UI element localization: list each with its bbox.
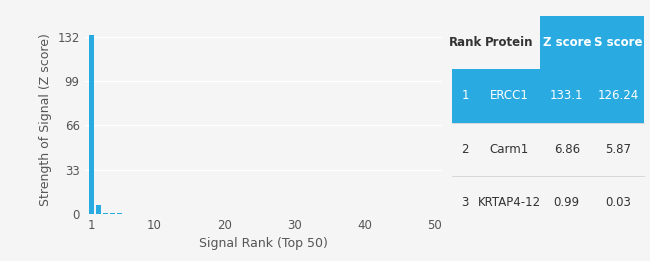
Bar	[88, 35, 94, 214]
Text: Rank: Rank	[448, 36, 482, 49]
Bar	[478, 123, 540, 176]
Bar	[452, 16, 478, 69]
Bar	[593, 69, 644, 123]
Text: 1: 1	[462, 90, 469, 102]
Y-axis label: Strength of Signal (Z score): Strength of Signal (Z score)	[39, 34, 52, 206]
Bar	[110, 213, 115, 214]
Bar	[593, 176, 644, 230]
Bar	[103, 213, 109, 214]
Text: 133.1: 133.1	[550, 90, 584, 102]
Text: ERCC1: ERCC1	[490, 90, 528, 102]
Text: 126.24: 126.24	[598, 90, 639, 102]
Text: 3: 3	[462, 197, 469, 209]
Text: Protein: Protein	[485, 36, 534, 49]
Bar	[124, 213, 129, 214]
Bar	[478, 16, 540, 69]
Bar	[117, 213, 122, 214]
Bar	[452, 69, 478, 123]
Text: Z score: Z score	[543, 36, 591, 49]
Text: 2: 2	[462, 143, 469, 156]
Text: 5.87: 5.87	[606, 143, 632, 156]
Bar	[540, 176, 593, 230]
Bar	[478, 176, 540, 230]
Bar	[478, 69, 540, 123]
Bar	[593, 123, 644, 176]
Text: S score: S score	[594, 36, 643, 49]
Text: 0.99: 0.99	[554, 197, 580, 209]
Text: Carm1: Carm1	[489, 143, 529, 156]
Bar	[96, 205, 101, 214]
Bar	[593, 16, 644, 69]
Text: 6.86: 6.86	[554, 143, 580, 156]
Text: KRTAP4-12: KRTAP4-12	[478, 197, 541, 209]
Bar	[540, 123, 593, 176]
Bar	[540, 69, 593, 123]
Bar	[452, 176, 478, 230]
Bar	[540, 16, 593, 69]
Bar	[452, 123, 478, 176]
X-axis label: Signal Rank (Top 50): Signal Rank (Top 50)	[199, 238, 328, 251]
Text: 0.03: 0.03	[606, 197, 632, 209]
